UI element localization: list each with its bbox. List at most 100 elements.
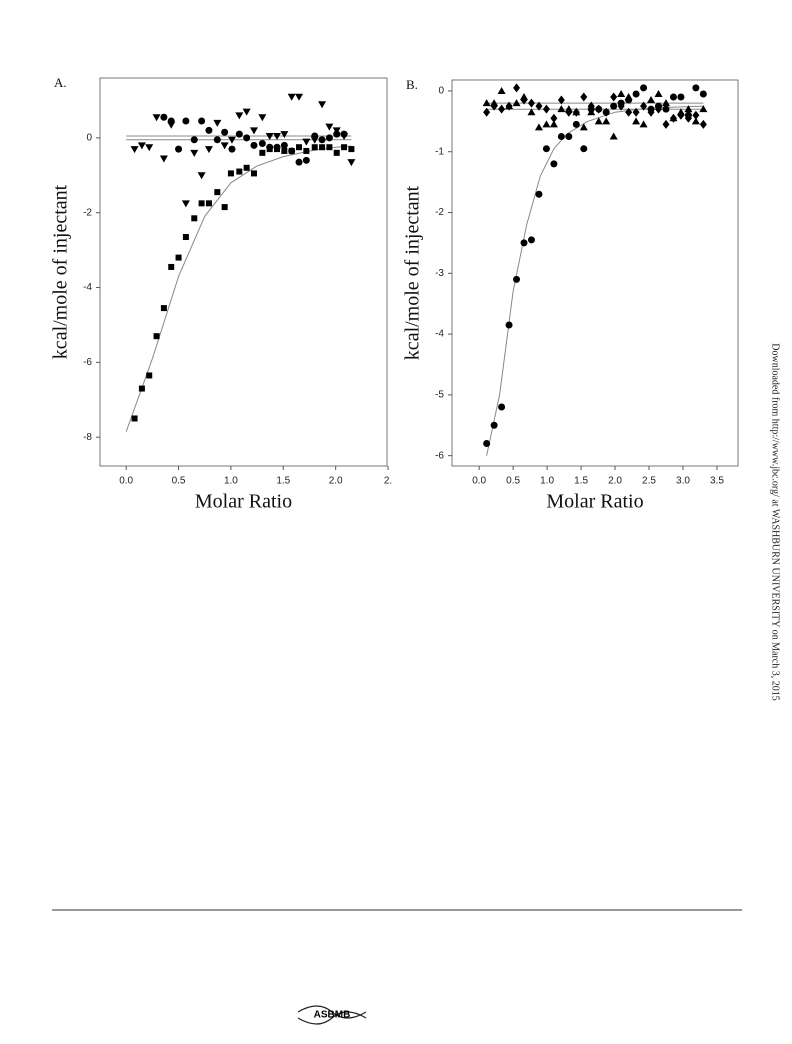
- point: [221, 128, 229, 136]
- point: [654, 89, 663, 97]
- point: [296, 144, 303, 151]
- point: [213, 136, 221, 144]
- point: [617, 101, 625, 111]
- x-tick-label: 1.5: [574, 476, 588, 487]
- point: [655, 104, 663, 114]
- point: [310, 136, 319, 144]
- point: [175, 145, 183, 153]
- point: [191, 215, 198, 222]
- point: [498, 104, 506, 114]
- y-tick-label: -8: [83, 432, 92, 443]
- point: [204, 146, 213, 154]
- point: [249, 127, 258, 135]
- x-axis-label: Molar Ratio: [195, 491, 292, 513]
- y-tick-label: -2: [83, 207, 92, 218]
- point: [647, 107, 655, 117]
- point: [250, 141, 258, 149]
- point: [602, 107, 610, 117]
- point: [699, 105, 708, 113]
- x-tick-label: 0.5: [172, 476, 186, 487]
- y-tick-label: -6: [83, 357, 92, 368]
- y-tick-label: -2: [435, 207, 444, 218]
- point: [483, 107, 491, 117]
- point: [130, 146, 139, 154]
- y-axis-label: kcal/mole of injectant: [50, 184, 72, 359]
- point: [181, 200, 190, 208]
- logo-text: ASBMB: [314, 1010, 351, 1021]
- point: [640, 101, 648, 111]
- x-axis-label: Molar Ratio: [546, 491, 643, 513]
- point: [632, 90, 640, 98]
- point: [250, 170, 257, 177]
- point: [197, 172, 206, 180]
- point: [699, 90, 707, 98]
- y-tick-label: -3: [435, 268, 444, 279]
- point: [542, 120, 551, 128]
- point: [205, 200, 212, 207]
- point: [168, 263, 175, 270]
- point: [669, 114, 678, 122]
- point: [587, 108, 596, 116]
- point: [280, 131, 289, 139]
- point: [594, 117, 603, 125]
- x-tick-label: 1.5: [276, 476, 290, 487]
- y-tick-label: -4: [435, 329, 444, 340]
- point: [498, 403, 506, 411]
- point: [160, 113, 168, 121]
- point: [326, 144, 333, 151]
- point: [205, 126, 213, 134]
- point: [602, 117, 611, 125]
- x-tick-label: 2.0: [329, 476, 343, 487]
- point: [610, 102, 618, 110]
- y-tick-label: -5: [435, 390, 444, 401]
- point: [535, 101, 543, 111]
- point: [691, 117, 700, 125]
- y-tick-label: 0: [438, 86, 444, 97]
- point: [564, 105, 573, 113]
- point: [490, 99, 499, 107]
- point: [221, 204, 228, 211]
- point: [167, 121, 176, 129]
- x-tick-label: 1.0: [540, 476, 554, 487]
- point: [332, 127, 341, 135]
- point: [145, 144, 154, 152]
- point: [549, 120, 558, 128]
- point: [340, 132, 349, 140]
- point: [227, 136, 236, 144]
- x-tick-label: 3.0: [676, 476, 690, 487]
- point: [497, 86, 506, 94]
- y-tick-label: -1: [435, 146, 444, 157]
- point: [303, 147, 310, 154]
- point: [699, 119, 707, 129]
- point: [535, 190, 543, 198]
- point: [198, 117, 206, 125]
- point: [632, 107, 640, 117]
- x-tick-label: 2.5: [642, 476, 656, 487]
- point: [527, 98, 535, 108]
- point: [228, 145, 236, 153]
- point: [318, 101, 327, 109]
- point: [146, 372, 153, 379]
- point: [557, 95, 565, 105]
- point: [639, 120, 648, 128]
- point: [625, 107, 633, 117]
- point: [325, 123, 334, 131]
- logo: ASBMB: [297, 1005, 367, 1025]
- point: [579, 123, 588, 131]
- point: [520, 93, 529, 101]
- point: [527, 236, 535, 244]
- point: [587, 101, 595, 111]
- point: [325, 134, 333, 142]
- point: [190, 136, 198, 144]
- point: [557, 105, 566, 113]
- point: [220, 142, 229, 150]
- point: [632, 117, 641, 125]
- chart: B. 0.0 0.5 1.0 1.5 2.0 2.5 3.0 3.5 0 -1 -2 -3 -4 -5 -6 M…: [402, 77, 739, 513]
- point: [153, 333, 160, 340]
- point: [662, 105, 670, 113]
- point: [572, 120, 580, 128]
- point: [520, 239, 528, 247]
- point: [640, 84, 648, 92]
- point: [235, 112, 244, 120]
